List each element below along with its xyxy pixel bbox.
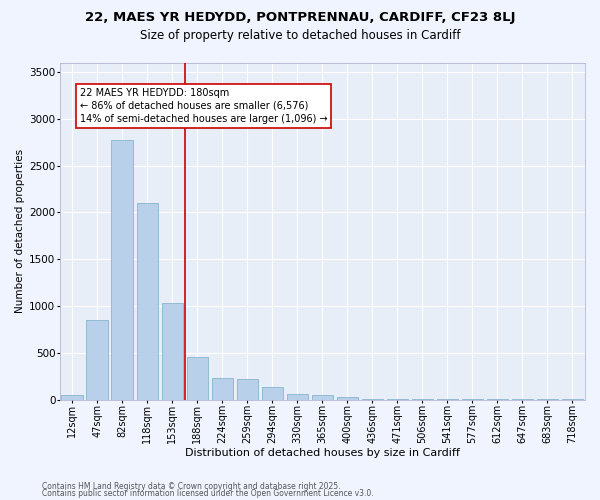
Text: Size of property relative to detached houses in Cardiff: Size of property relative to detached ho… xyxy=(140,29,460,42)
Bar xyxy=(112,140,133,400)
Bar xyxy=(187,356,208,400)
Bar xyxy=(287,394,308,400)
Bar xyxy=(236,378,258,400)
Bar xyxy=(337,397,358,400)
X-axis label: Distribution of detached houses by size in Cardiff: Distribution of detached houses by size … xyxy=(185,448,460,458)
Bar xyxy=(61,394,83,400)
Bar xyxy=(311,394,333,400)
Bar xyxy=(137,203,158,400)
Bar xyxy=(86,320,108,400)
Text: 22 MAES YR HEDYDD: 180sqm
← 86% of detached houses are smaller (6,576)
14% of se: 22 MAES YR HEDYDD: 180sqm ← 86% of detac… xyxy=(80,88,327,124)
Y-axis label: Number of detached properties: Number of detached properties xyxy=(15,149,25,313)
Bar xyxy=(161,303,183,400)
Text: Contains public sector information licensed under the Open Government Licence v3: Contains public sector information licen… xyxy=(42,489,374,498)
Bar xyxy=(362,398,383,400)
Bar xyxy=(212,378,233,400)
Text: Contains HM Land Registry data © Crown copyright and database right 2025.: Contains HM Land Registry data © Crown c… xyxy=(42,482,341,491)
Bar xyxy=(262,387,283,400)
Text: 22, MAES YR HEDYDD, PONTPRENNAU, CARDIFF, CF23 8LJ: 22, MAES YR HEDYDD, PONTPRENNAU, CARDIFF… xyxy=(85,11,515,24)
